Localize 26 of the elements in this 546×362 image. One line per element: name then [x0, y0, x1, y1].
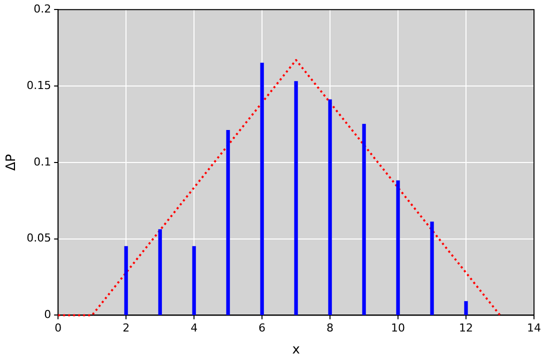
bar [430, 222, 434, 316]
y-axis-title: ΔP [4, 154, 20, 171]
bar [192, 246, 196, 316]
bar [362, 124, 366, 316]
bar [396, 180, 400, 316]
x-tick-label: 6 [258, 322, 266, 335]
bar [294, 81, 298, 316]
x-tick-label: 4 [190, 322, 198, 335]
bar [226, 130, 230, 316]
y-tick-label: 0.05 [26, 232, 52, 245]
x-tick-label: 2 [122, 322, 130, 335]
y-tick-label: 0.2 [34, 2, 52, 16]
x-tick-label: 0 [54, 322, 62, 335]
bar [260, 62, 264, 316]
x-tick-label: 10 [391, 322, 406, 335]
x-axis-title: x [292, 342, 300, 358]
bar [464, 301, 468, 316]
y-tick-label: 0.15 [26, 78, 52, 92]
x-tick-label: 14 [527, 322, 541, 335]
y-tick-label: 0 [44, 308, 52, 322]
y-tick-label: 0.1 [34, 155, 52, 168]
x-tick-label: 12 [459, 322, 474, 335]
x-tick-label: 8 [326, 322, 334, 335]
bar [158, 229, 162, 316]
bar [124, 246, 128, 316]
bar [328, 99, 332, 316]
